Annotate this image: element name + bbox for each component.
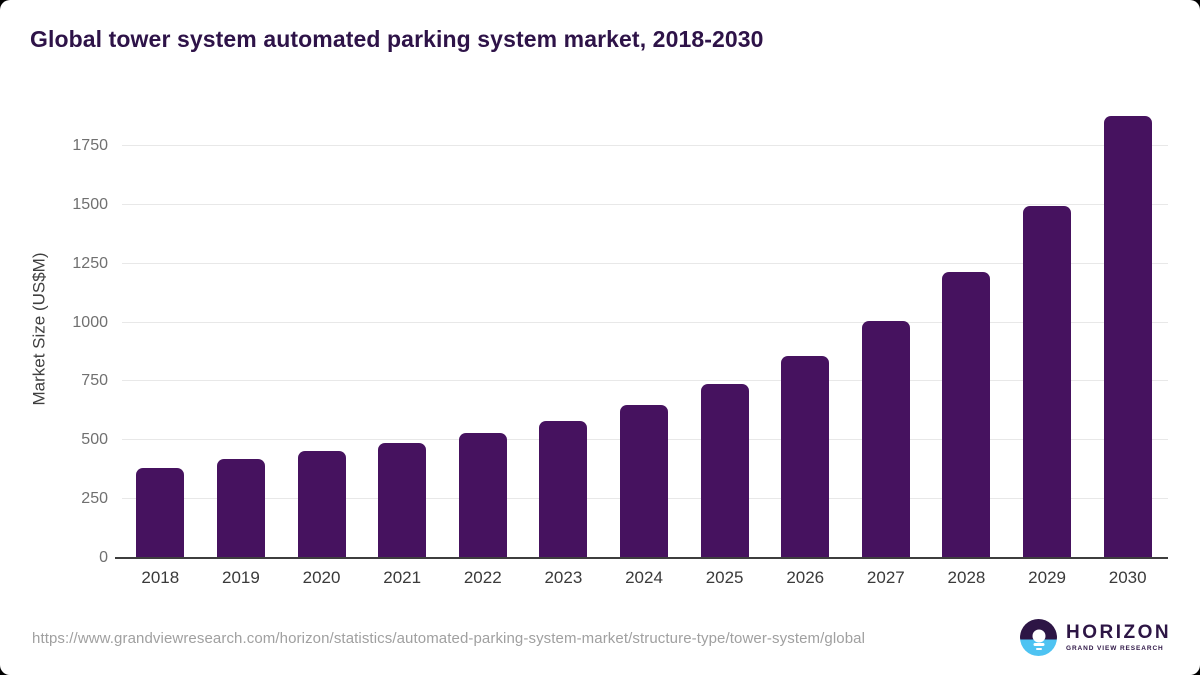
- x-tick-label-2023: 2023: [544, 568, 583, 587]
- x-tick-label-2021: 2021: [383, 568, 422, 587]
- x-tick-label-2024: 2024: [625, 568, 663, 587]
- x-tick-label-2018: 2018: [141, 568, 180, 587]
- bar-2029: [1023, 206, 1071, 558]
- y-tick-label-1000: 1000: [72, 313, 108, 331]
- bar-2030: [1104, 116, 1152, 558]
- horizon-logo: HORIZON GRAND VIEW RESEARCH: [1020, 619, 1171, 656]
- y-tick-label-250: 250: [81, 490, 108, 508]
- bar-2023: [539, 421, 587, 558]
- y-tick-label-0: 0: [99, 549, 108, 566]
- bar-2027: [862, 321, 910, 558]
- bar-2028: [942, 272, 990, 558]
- bar-2025: [701, 384, 749, 558]
- y-tick-label-1500: 1500: [72, 195, 108, 213]
- logo-name: HORIZON: [1066, 622, 1172, 644]
- bar-2024: [620, 405, 668, 558]
- x-tick-label-2029: 2029: [1028, 568, 1066, 587]
- y-tick-label-1250: 1250: [72, 254, 108, 272]
- chart-title: Global tower system automated parking sy…: [30, 26, 764, 52]
- x-axis-line: [115, 557, 1168, 559]
- horizon-sun-over-water-icon: [1020, 619, 1057, 656]
- logo-subtitle: GRAND VIEW RESEARCH: [1066, 644, 1164, 652]
- water-reflection-icon: [1033, 643, 1044, 646]
- x-tick-label-2028: 2028: [947, 568, 986, 587]
- x-tick-label-2025: 2025: [705, 568, 744, 587]
- bar-2022: [459, 433, 507, 558]
- logo-text: HORIZON GRAND VIEW RESEARCH: [1066, 623, 1171, 652]
- bar-2019: [217, 459, 265, 558]
- bar-2020: [298, 451, 346, 558]
- bar-2026: [781, 356, 829, 558]
- x-tick-label-2022: 2022: [463, 568, 502, 587]
- source-url: https://www.grandviewresearch.com/horizo…: [32, 630, 866, 647]
- bar-2018: [136, 468, 184, 558]
- x-tick-label-2030: 2030: [1108, 568, 1147, 587]
- x-tick-label-2027: 2027: [866, 568, 905, 587]
- water-reflection-icon: [1035, 648, 1042, 650]
- bar-2021: [378, 443, 426, 558]
- sun-icon: [1032, 629, 1045, 643]
- y-tick-label-500: 500: [81, 431, 108, 449]
- x-tick-label-2026: 2026: [786, 568, 825, 587]
- x-tick-label-2020: 2020: [302, 568, 341, 587]
- y-tick-label-750: 750: [81, 372, 108, 390]
- gridline-1750: [122, 144, 1168, 146]
- gridline-1000: [122, 321, 1168, 323]
- y-tick-label-1750: 1750: [72, 136, 108, 154]
- x-tick-label-2019: 2019: [222, 568, 260, 587]
- gridline-1500: [122, 203, 1168, 205]
- gridline-1250: [122, 262, 1168, 264]
- chart-plot-area: [120, 100, 1168, 558]
- gridline-750: [122, 380, 1168, 382]
